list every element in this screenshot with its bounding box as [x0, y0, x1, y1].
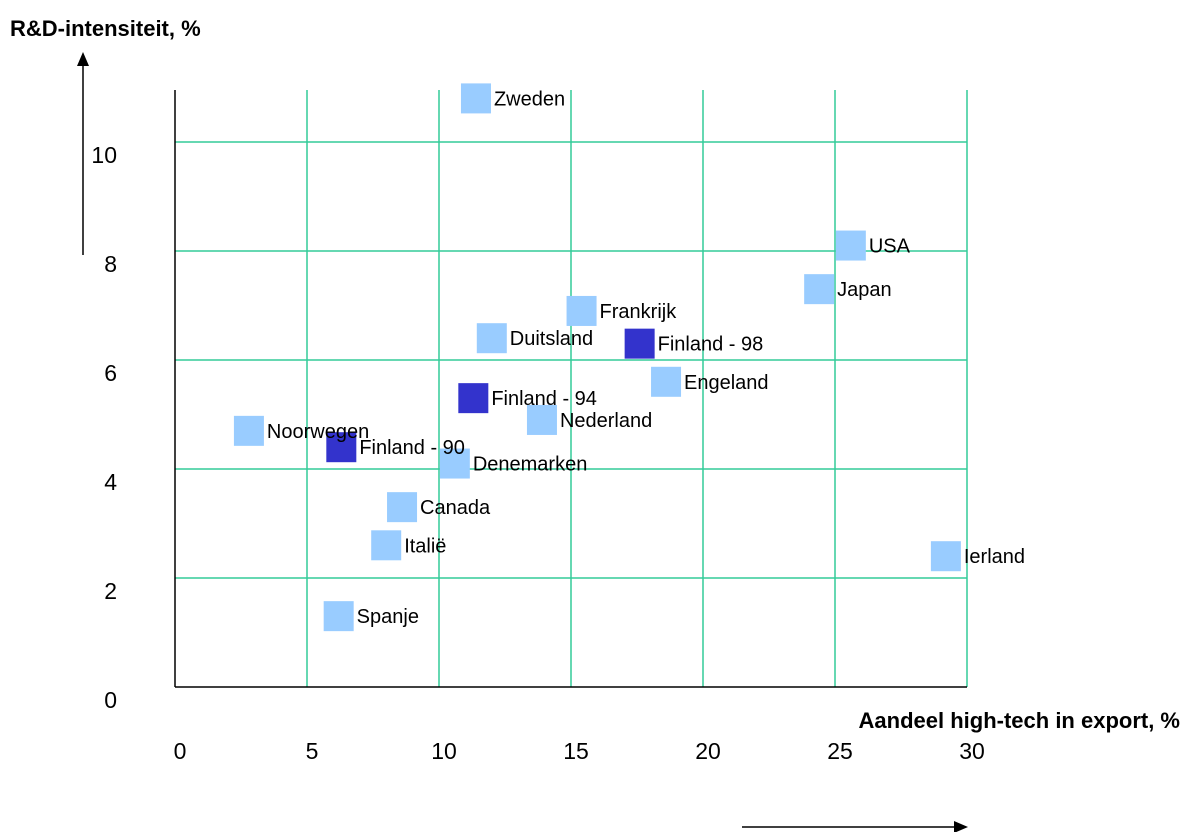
data-point: [233, 415, 264, 446]
point-label: Ierland: [964, 546, 1025, 568]
data-point: [930, 541, 961, 572]
point-label: Zweden: [494, 88, 565, 110]
data-point: [651, 366, 682, 397]
point-label: Finland - 98: [658, 334, 764, 356]
x-tick-label: 30: [959, 738, 985, 764]
data-point: [387, 492, 418, 523]
x-tick-label: 10: [431, 738, 457, 764]
x-tick-label: 15: [563, 738, 589, 764]
y-tick-label: 8: [104, 251, 117, 277]
point-label: Japan: [837, 279, 892, 301]
data-point: [804, 274, 835, 305]
data-point: [624, 328, 655, 359]
data-point: [835, 230, 866, 261]
y-tick-label: 0: [104, 687, 117, 713]
x-tick-labels: 0 5 10 15 20 25 30: [174, 738, 985, 764]
point-label: Finland - 94: [491, 388, 597, 410]
y-tick-label: 4: [104, 469, 117, 495]
x-tick-label: 5: [306, 738, 319, 764]
data-points: [233, 83, 961, 632]
point-label: USA: [869, 236, 911, 258]
y-tick-label: 6: [104, 360, 117, 386]
y-axis-arrow: [77, 52, 89, 255]
point-label: Denemarken: [473, 454, 588, 476]
data-point: [476, 323, 507, 354]
point-label: Canada: [420, 497, 491, 519]
data-point: [458, 383, 489, 414]
data-point: [371, 530, 402, 561]
data-point: [460, 83, 491, 114]
x-axis-arrow: [742, 821, 968, 832]
data-point: [323, 601, 354, 632]
grid: [175, 90, 968, 687]
point-label: Engeland: [684, 372, 769, 394]
y-tick-labels: 0 2 4 6 8 10: [91, 142, 117, 713]
point-label: Italië: [404, 535, 446, 557]
x-axis-title: Aandeel high-tech in export, %: [859, 708, 1180, 733]
x-tick-label: 25: [827, 738, 853, 764]
point-label: Nederland: [560, 410, 652, 432]
point-label: Duitsland: [510, 328, 593, 350]
x-tick-label: 0: [174, 738, 187, 764]
data-point: [566, 295, 597, 326]
point-label: Noorwegen: [267, 421, 369, 443]
y-tick-label: 2: [104, 578, 117, 604]
point-label: Frankrijk: [600, 301, 678, 323]
point-labels: Zweden USA Japan Frankrijk Duitsland Finland …: [267, 88, 1025, 628]
y-tick-label: 10: [91, 142, 117, 168]
axes: [174, 90, 967, 688]
y-axis-title: R&D-intensiteit, %: [10, 16, 201, 41]
data-point: [326, 432, 357, 463]
x-tick-label: 20: [695, 738, 721, 764]
point-label: Finland - 90: [359, 437, 465, 459]
data-point: [526, 404, 557, 435]
point-label: Spanje: [357, 606, 419, 628]
data-point: [439, 448, 470, 479]
